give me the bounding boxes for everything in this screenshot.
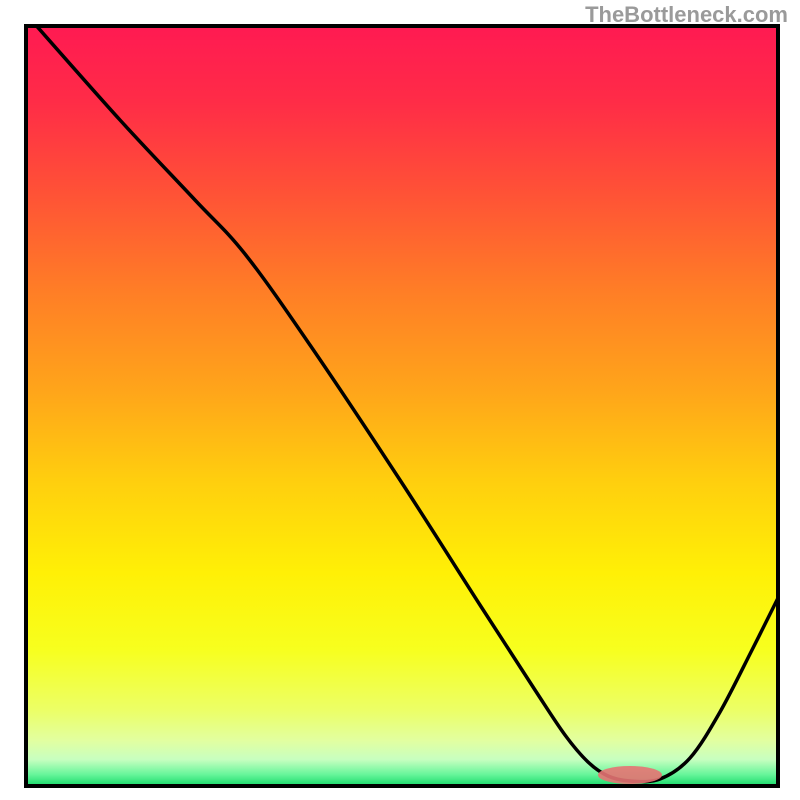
optimal-marker	[598, 766, 662, 784]
chart-container: TheBottleneck.com	[0, 0, 800, 800]
watermark-text: TheBottleneck.com	[585, 2, 788, 28]
chart-svg	[0, 0, 800, 800]
plot-area	[26, 14, 778, 786]
